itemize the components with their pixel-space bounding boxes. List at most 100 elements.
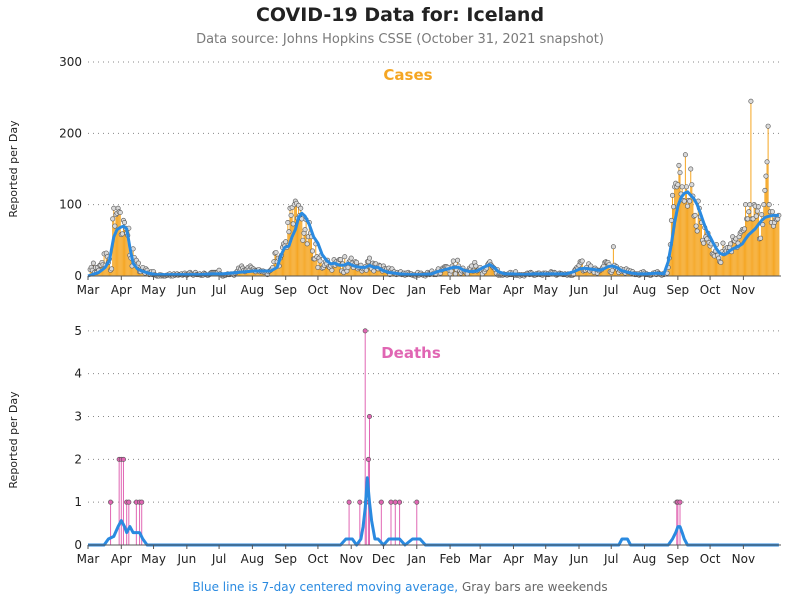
cases-x-tick-label: Feb [439,283,460,297]
cases-bar [681,186,683,276]
cases-bar [314,258,316,276]
deaths-point [414,499,420,505]
cases-bar [490,264,492,276]
cases-bar [774,222,776,276]
cases-point [329,267,335,273]
cases-point [345,264,351,270]
cases-point [285,220,291,226]
cases-bar [323,265,325,276]
cases-point [720,240,726,246]
cases-point [302,227,308,233]
cases-bar [732,236,734,276]
cases-bar [708,242,710,276]
cases-bar [257,270,259,276]
cases-bar [367,261,369,276]
cases-bar [689,201,691,276]
cases-point [473,263,479,269]
cases-x-tick-label: Apr [503,283,524,297]
deaths-point [397,499,403,505]
cases-point [354,259,360,265]
cases-bar [751,218,753,276]
cases-x-tick-label: Mar [77,283,100,297]
cases-bar [134,261,136,276]
cases-point [342,254,348,260]
deaths-y-tick-label: 3 [74,410,82,424]
cases-x-tick-label: May [533,283,558,297]
cases-bar [357,268,359,276]
cases-bar [331,270,333,276]
cases-bar [695,226,697,276]
cases-x-tick-label: Sep [667,283,690,297]
cases-bar [114,226,116,276]
deaths-point [126,499,132,505]
cases-point [689,182,695,188]
cases-panel: Reported per Day Cases 0 100 200 300 Mar Apr… [7,55,782,297]
cases-point [90,260,96,266]
cases-bar [728,247,730,276]
cases-x-tick-label: Oct [700,283,721,297]
cases-bar [704,227,706,276]
cases-point [728,241,734,247]
cases-point [298,205,304,211]
cases-bar [749,204,751,276]
deaths-moving-average [88,476,779,547]
deaths-point [362,328,368,334]
cases-point [119,231,125,237]
cases-panel-title: Cases [383,66,432,84]
cases-point [760,222,766,228]
cases-bar [278,266,280,276]
cases-bar [248,270,250,276]
cases-point [348,255,354,261]
cases-point [685,203,691,209]
cases-bar [285,241,287,276]
cases-point [683,184,689,190]
cases-point [283,239,289,245]
cases-bar [272,267,274,276]
cases-point [610,244,616,250]
cases-bar [697,201,699,276]
cases-moving-average-line [87,190,779,278]
footnote: Blue line is 7-day centered moving avera… [0,580,800,594]
cases-point [741,226,747,232]
cases-point [310,248,316,254]
cases-bar [710,243,712,276]
deaths-x-tick-label: Jul [211,552,226,566]
deaths-point [378,499,384,505]
cases-bar [711,253,713,276]
cases-bar [334,265,336,276]
cases-point [317,258,323,264]
cases-bar [313,258,315,276]
cases-bar [607,262,609,276]
cases-bar [702,240,704,276]
deaths-axes: Mar Apr May Jun Jul Aug Sep Oct Nov Dec Jan Feb Mar A… [77,544,781,566]
cases-bar [308,222,310,276]
cases-point [452,271,458,277]
deaths-x-tick-label: Oct [700,552,721,566]
cases-bar [606,262,608,276]
cases-bar [741,229,743,276]
cases-point [769,209,775,215]
cases-bar [307,236,309,276]
cases-bar [365,270,367,276]
cases-bar [335,261,337,276]
deaths-point [677,499,683,505]
cases-bar [714,251,716,276]
cases-bar [283,243,285,276]
cases-bar [685,186,687,276]
cases-bar [723,253,725,276]
cases-bar [762,224,764,276]
cases-point [366,255,372,261]
deaths-point [392,499,398,505]
cases-point [371,268,377,274]
cases-bar [601,269,603,276]
cases-bar [726,247,728,276]
cases-bar [333,259,335,276]
cases-bar [679,172,681,276]
deaths-x-tick-label: Jun [176,552,196,566]
cases-bar [104,265,106,276]
cases-bar [677,184,679,276]
cases-bar [445,266,447,276]
cases-bar [676,186,678,276]
cases-bar [759,238,761,276]
cases-bar [299,215,301,276]
